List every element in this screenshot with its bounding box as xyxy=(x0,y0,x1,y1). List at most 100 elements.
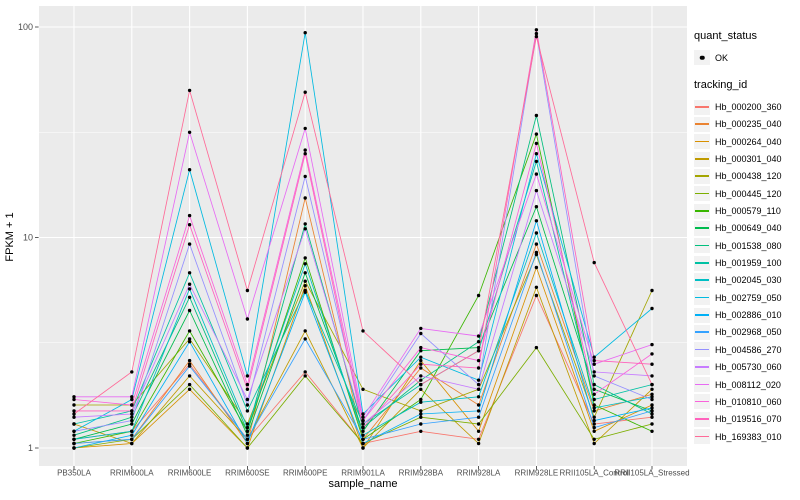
data-point xyxy=(592,387,596,391)
data-point xyxy=(419,349,423,353)
data-point xyxy=(476,382,481,387)
data-point xyxy=(187,387,192,391)
data-point xyxy=(592,429,596,433)
data-point xyxy=(303,90,307,94)
data-point xyxy=(419,362,423,366)
data-point xyxy=(419,397,423,402)
data-point xyxy=(534,113,539,118)
data-point xyxy=(650,409,654,413)
x-tick-label: RRIM901LA xyxy=(341,469,385,478)
legend-item-Hb_002759_050: Hb_002759_050 xyxy=(694,289,782,306)
legend-label: Hb_002968_050 xyxy=(715,327,782,338)
data-point xyxy=(592,415,596,419)
line-swatch-icon xyxy=(695,262,709,264)
line-swatch-icon xyxy=(695,400,709,403)
data-point xyxy=(592,355,596,359)
line-swatch-icon xyxy=(695,314,709,316)
data-point xyxy=(187,282,192,286)
legend-item-Hb_000579_110: Hb_000579_110 xyxy=(694,202,782,219)
data-point xyxy=(130,429,134,433)
data-point xyxy=(187,382,192,387)
data-point xyxy=(534,172,539,176)
data-point xyxy=(245,374,250,378)
data-point xyxy=(534,132,539,136)
legend-key xyxy=(694,203,710,219)
data-point xyxy=(72,395,76,399)
data-point xyxy=(534,205,539,209)
line-swatch-icon xyxy=(695,366,709,368)
data-point xyxy=(650,395,654,399)
data-point xyxy=(650,397,654,402)
data-point xyxy=(303,337,307,341)
tracking-legend-items: Hb_000200_360 Hb_000235_040 Hb_000264_040 H… xyxy=(694,98,782,445)
data-point xyxy=(130,422,134,426)
data-point xyxy=(187,271,192,275)
line-swatch-icon xyxy=(695,244,709,247)
data-point xyxy=(130,412,134,416)
line-swatch-icon xyxy=(695,123,709,125)
data-point xyxy=(419,415,423,419)
legend-label: Hb_000579_110 xyxy=(715,206,781,217)
data-point xyxy=(476,334,481,338)
data-point xyxy=(650,342,654,347)
data-point xyxy=(245,425,250,430)
data-point xyxy=(187,130,192,134)
data-point xyxy=(476,403,481,407)
data-point xyxy=(361,433,365,437)
legend-label: Hb_002045_030 xyxy=(715,275,782,286)
data-point xyxy=(303,222,307,226)
data-point xyxy=(187,168,192,172)
data-point xyxy=(650,352,654,356)
data-point xyxy=(534,28,539,32)
data-point xyxy=(419,412,423,416)
legend-key xyxy=(694,255,710,271)
legend-item-ok: OK xyxy=(694,49,782,66)
line-swatch-icon xyxy=(695,418,709,420)
data-point xyxy=(187,340,192,344)
legend-item-Hb_000301_040: Hb_000301_040 xyxy=(694,150,782,167)
data-point xyxy=(72,412,76,416)
line-swatch-icon xyxy=(695,296,709,299)
data-point xyxy=(592,370,596,374)
data-point xyxy=(534,34,539,39)
data-point xyxy=(592,358,596,363)
data-point xyxy=(419,429,423,433)
legend-key xyxy=(694,324,710,340)
data-point xyxy=(534,219,539,223)
y-tick-label: 1 xyxy=(28,443,33,453)
ok-legend-label: OK xyxy=(715,52,729,63)
y-tick-label: 10 xyxy=(23,233,33,243)
data-point xyxy=(303,174,307,179)
legend-key xyxy=(694,342,710,358)
data-point xyxy=(650,288,654,293)
data-point xyxy=(592,441,596,446)
data-point xyxy=(361,425,365,430)
x-tick-label: RRIM928BA xyxy=(399,469,444,478)
legend-label: Hb_002759_050 xyxy=(715,292,782,303)
data-point xyxy=(245,433,250,437)
data-point xyxy=(419,358,423,363)
data-point xyxy=(245,387,250,391)
data-point xyxy=(592,409,596,413)
data-point xyxy=(419,366,423,370)
legend-item-Hb_005730_060: Hb_005730_060 xyxy=(694,359,782,376)
data-point xyxy=(419,409,423,413)
data-point xyxy=(419,382,423,387)
x-tick-label: RRIM600SE xyxy=(225,469,269,478)
legend-key xyxy=(694,220,710,236)
line-swatch-icon xyxy=(695,331,709,333)
data-point xyxy=(245,397,250,402)
data-point xyxy=(650,362,654,366)
data-point xyxy=(72,441,76,446)
data-point xyxy=(592,403,596,407)
legend: quant_status OK tracking_id Hb_000200_36… xyxy=(694,30,782,445)
data-point xyxy=(303,374,307,378)
legend-key xyxy=(694,238,710,254)
line-swatch-icon xyxy=(695,210,709,212)
quant-status-legend-title: quant_status xyxy=(694,30,757,42)
data-point xyxy=(592,425,596,430)
data-point xyxy=(245,441,250,446)
data-point xyxy=(592,437,596,441)
y-axis-title: FPKM + 1 xyxy=(4,212,16,262)
